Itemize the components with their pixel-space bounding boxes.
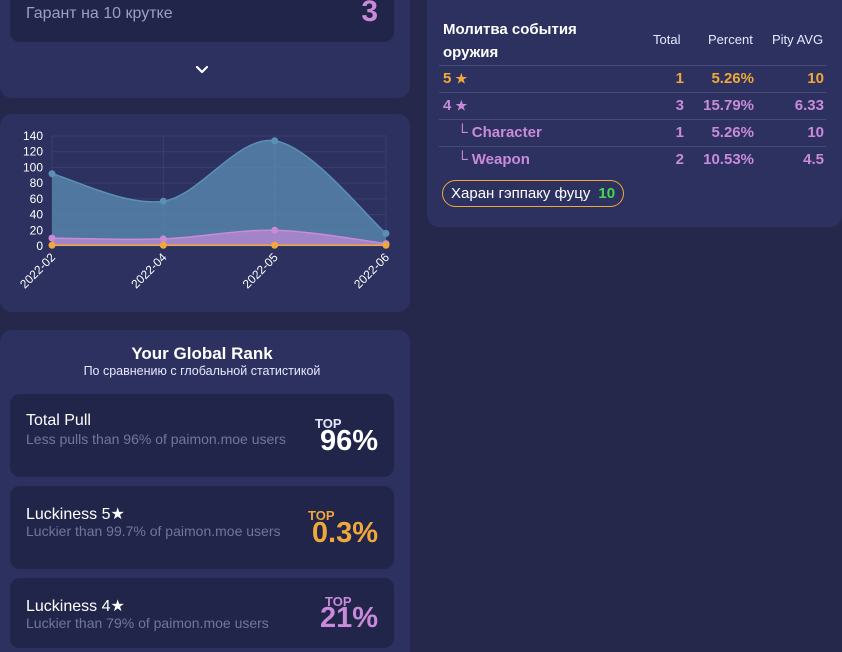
row-percent: 5.26% <box>711 70 754 87</box>
pity-label: Гарант на 10 крутке <box>26 5 173 22</box>
row-pity: 6.33 <box>794 97 824 114</box>
data-point <box>271 226 279 234</box>
star-icon: ★ <box>455 71 468 86</box>
table-row: 4 ★ 3 15.79% 6.33 <box>439 92 826 119</box>
table-row: └ Character 1 5.26% 10 <box>439 119 826 146</box>
rank-value: 21% <box>319 602 378 634</box>
rank-top-label: TOP <box>325 594 352 609</box>
row-total: 1 <box>675 70 684 87</box>
data-point <box>48 170 56 178</box>
rank-item-desc: Less pulls than 96% of paimon.moe users <box>26 431 286 447</box>
rank-item-desc: Luckier than 79% of paimon.moe users <box>26 615 269 631</box>
data-point <box>48 241 56 249</box>
badge-value: 10 <box>598 185 616 202</box>
series-line <box>51 229 387 245</box>
rank-item-name: Luckiness 4★ <box>26 598 125 615</box>
row-percent: 10.53% <box>703 151 754 168</box>
data-point <box>159 197 167 205</box>
y-tick-label: 60 <box>30 192 44 206</box>
pull-history-chart-card: 0 20 40 60 80 100 120 140 2022-02 2022-04 2022-05 2… <box>0 114 410 312</box>
rank-item-total-pull: Total Pull Less pulls than 96% of paimon… <box>10 394 394 477</box>
row-label: └ Weapon <box>457 151 530 168</box>
data-point <box>159 241 167 249</box>
table-row: 5 ★ 1 5.26% 10 <box>439 65 826 92</box>
x-tick-label: 2022-06 <box>351 250 392 291</box>
x-tick-label: 2022-05 <box>240 250 281 291</box>
y-tick-label: 140 <box>23 129 43 143</box>
rank-item-name: Luckiness 5★ <box>26 506 125 523</box>
rank-item-desc: Luckier than 99.7% of paimon.moe users <box>26 523 281 539</box>
x-tick-label: 2022-04 <box>128 250 169 291</box>
row-percent: 5.26% <box>711 124 754 141</box>
rank-title: Your Global Rank <box>131 344 273 363</box>
data-point <box>48 234 56 242</box>
y-tick-label: 80 <box>30 176 44 190</box>
header-pity-avg: Pity AVG <box>772 32 824 47</box>
row-total: 2 <box>675 151 684 168</box>
y-tick-label: 100 <box>23 160 43 174</box>
chevron-down-icon <box>195 65 209 74</box>
row-label: 5 ★ <box>443 70 468 87</box>
rank-value: 96% <box>319 425 378 457</box>
rank-top-label: TOP <box>315 416 342 431</box>
global-rank-card: Your Global Rank По сравнению с глобальн… <box>0 330 410 652</box>
pity-value: 3 <box>361 0 378 28</box>
pity-card: Гарант на 10 крутке 3 <box>0 0 410 98</box>
row-percent: 15.79% <box>703 97 754 114</box>
row-total: 3 <box>675 97 684 114</box>
row-total: 1 <box>675 124 684 141</box>
header-total: Total <box>653 32 681 47</box>
data-point <box>271 137 279 145</box>
y-tick-label: 0 <box>36 239 43 253</box>
series-area <box>52 140 386 246</box>
y-tick-label: 120 <box>23 145 43 159</box>
rank-item-name: Total Pull <box>26 412 91 429</box>
rank-top-label: TOP <box>308 508 335 523</box>
expand-button[interactable] <box>192 62 212 78</box>
row-pity: 4.5 <box>803 151 824 168</box>
header-percent: Percent <box>708 32 753 47</box>
pity-counter: Гарант на 10 крутке 3 <box>10 0 394 42</box>
data-point <box>159 235 167 243</box>
badge-label: Харан гэппаку фуцу <box>451 185 591 202</box>
table-title: Молитва события оружия <box>443 21 577 61</box>
table-row: └ Weapon 2 10.53% 4.5 <box>439 146 826 173</box>
rank-item-luck-4: Luckiness 4★ Luckier than 79% of paimon.… <box>10 578 394 648</box>
row-label: └ Character <box>457 124 542 141</box>
x-tick-label: 2022-02 <box>17 250 58 291</box>
rank-value: 0.3% <box>311 517 378 549</box>
row-pity: 10 <box>807 124 824 141</box>
y-tick-label: 40 <box>30 208 44 222</box>
rank-subtitle: По сравнению с глобальной статистикой <box>83 364 321 378</box>
row-label: 4 ★ <box>443 97 468 114</box>
row-pity: 10 <box>807 70 824 87</box>
data-point <box>271 241 279 249</box>
series-line <box>51 139 387 235</box>
rank-item-luck-5: Luckiness 5★ Luckier than 99.7% of paimo… <box>10 486 394 569</box>
y-tick-label: 20 <box>30 223 44 237</box>
banner-stats-card: Молитва события оружия Total Percent Pit… <box>427 0 842 227</box>
star-icon: ★ <box>455 98 468 113</box>
data-point <box>382 229 390 237</box>
series-area <box>52 230 386 246</box>
pity-badge: Харан гэппаку фуцу 10 <box>442 180 625 207</box>
data-point <box>382 241 390 249</box>
